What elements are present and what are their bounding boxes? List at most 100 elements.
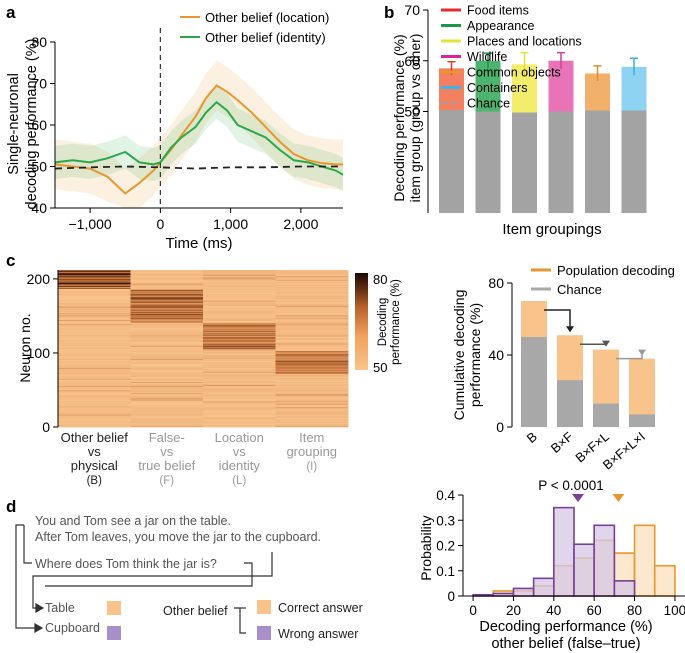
heatmap-cell [130, 420, 204, 422]
heatmap-cell [130, 354, 204, 356]
heatmap-cell [130, 357, 204, 359]
heatmap-cell [58, 422, 131, 424]
wrong-answer-label: Wrong answer [278, 627, 358, 641]
y-tick-label: 0 [42, 419, 50, 435]
heatmap-cell [58, 381, 131, 383]
heatmap-cell [130, 335, 204, 337]
heatmap-cell [130, 304, 204, 306]
heatmap-cell [275, 304, 349, 306]
heatmap-cell [130, 398, 204, 400]
heatmap-cell [58, 280, 131, 282]
heatmap-cell [203, 275, 276, 277]
heatmap-cell [275, 365, 349, 367]
heatmap-cell [130, 373, 204, 375]
heatmap-cell [58, 412, 131, 414]
heatmap-cell [275, 338, 349, 341]
heatmap-cell [275, 327, 349, 329]
heatmap-cell [130, 397, 204, 399]
heatmap-cell [58, 342, 131, 344]
heatmap-cell [58, 348, 131, 350]
arrow-cupboard-icon [34, 622, 44, 634]
heatmap-cell [130, 356, 204, 358]
heatmap-cell [203, 291, 276, 293]
heatmap-cell [275, 332, 349, 335]
heatmap-cell [130, 412, 204, 415]
heatmap-cell [130, 275, 204, 278]
heatmap-cell [203, 309, 276, 311]
heatmap-cell [203, 315, 276, 318]
heatmap-cell [130, 299, 204, 301]
heatmap-cell [275, 376, 349, 378]
heatmap-cell [58, 330, 131, 332]
heatmap-cell [58, 383, 131, 385]
heatmap-cell [275, 371, 349, 373]
heatmap-cell [130, 389, 204, 391]
heatmap-cell [130, 352, 204, 355]
heatmap-cell [203, 341, 276, 343]
heatmap-cell [203, 403, 276, 405]
y-tick-label: 80 [31, 34, 47, 50]
heatmap-cell [130, 327, 204, 329]
heatmap-cell [275, 359, 349, 361]
legend-other-belief: Other belief [163, 604, 228, 618]
heatmap-cell [58, 381, 131, 383]
heatmap-cell [58, 368, 131, 370]
column-label: identity [219, 458, 261, 473]
heatmap-cell [203, 412, 276, 415]
heatmap-cell [130, 330, 204, 332]
heatmap-cell [203, 416, 276, 418]
heatmap-cell [130, 392, 204, 395]
heatmap-cell [203, 270, 276, 272]
heatmap-cell [130, 289, 204, 292]
column-label: Item [299, 430, 324, 445]
heatmap-cell [130, 381, 204, 383]
panel-label-c: c [6, 251, 15, 270]
heatmap-cell [130, 358, 204, 361]
heatmap-cell [130, 272, 204, 275]
heatmap-cell [130, 422, 204, 424]
heatmap-cell [275, 329, 349, 331]
heatmap-cell [130, 394, 204, 396]
heatmap-cell [58, 334, 131, 336]
heatmap-cell [203, 306, 276, 308]
heatmap-cell [275, 409, 349, 411]
cumulative-y-label-line2: performance (%) [467, 303, 483, 407]
y-tick-label: 40 [31, 200, 47, 216]
heatmap-cell [130, 333, 204, 335]
heatmap-cell [58, 398, 131, 400]
heatmap-cell [275, 407, 349, 409]
hist-bar [653, 564, 676, 597]
cumulative-y-label-line1: Cumulative decoding [451, 290, 467, 421]
heatmap-cell [203, 392, 276, 394]
heatmap-cell [203, 420, 276, 422]
x-tick-label: 40 [546, 603, 561, 618]
heatmap-cell [203, 284, 276, 286]
heatmap-cell [275, 302, 349, 304]
group-bar [475, 60, 501, 112]
heatmap-cell [130, 297, 204, 299]
heatmap-cell [275, 321, 349, 323]
story-line-2: After Tom leaves, you move the jar to th… [35, 530, 321, 544]
heatmap-cell [58, 355, 131, 357]
heatmap-cell [275, 384, 349, 386]
heatmap-cell [130, 360, 204, 362]
heatmap-cell [58, 327, 131, 329]
heatmap-cell [130, 347, 204, 349]
heatmap-cell [203, 320, 276, 322]
heatmap-cell [58, 302, 131, 304]
heatmap-cell [275, 395, 349, 398]
heatmap-cell [275, 298, 349, 300]
heatmap-cell [275, 273, 349, 275]
heatmap-cell [130, 290, 204, 292]
heatmap-cell [58, 362, 131, 364]
heatmap-cell [130, 302, 204, 304]
heatmap-cell [130, 409, 204, 412]
panel-d-task-diagram: You and Tom see a jar on the table. Afte… [15, 514, 363, 641]
heatmap-cell [275, 304, 349, 306]
heatmap-cell [58, 351, 131, 353]
heatmap-cell [275, 344, 349, 346]
heatmap-cell [203, 322, 276, 324]
heatmap-cell [275, 307, 349, 309]
legend-label: Wildlife [467, 50, 507, 64]
heatmap-cell [130, 301, 204, 303]
